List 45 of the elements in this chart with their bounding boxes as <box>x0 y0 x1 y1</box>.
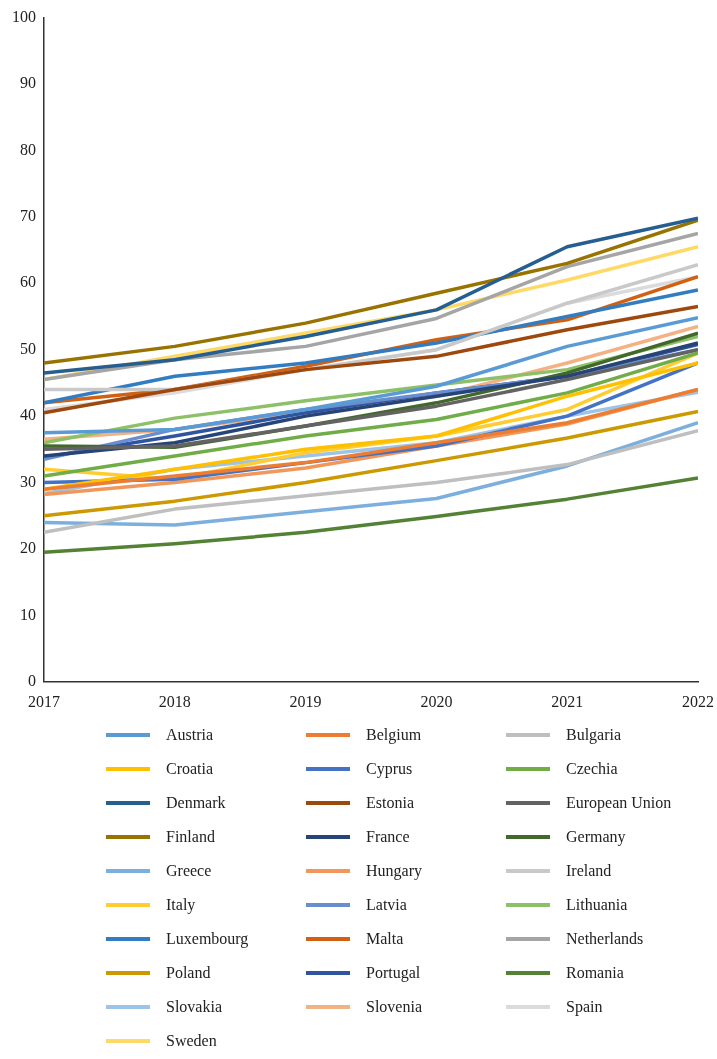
legend-label: Bulgaria <box>566 725 622 744</box>
legend-label: Latvia <box>366 895 407 914</box>
legend-label: Italy <box>166 895 196 914</box>
x-tick-label: 2017 <box>28 692 60 710</box>
legend-label: Greece <box>166 861 212 880</box>
legend-label: European Union <box>566 793 672 812</box>
y-tick-label: 50 <box>20 339 36 357</box>
legend-label: Belgium <box>366 725 422 744</box>
legend-label: Luxembourg <box>166 929 249 948</box>
legend-label: Denmark <box>166 793 226 812</box>
y-tick-label: 90 <box>20 74 36 92</box>
y-tick-label: 20 <box>20 539 36 557</box>
legend-label: France <box>366 827 410 846</box>
x-tick-label: 2020 <box>420 692 453 710</box>
x-tick-label: 2021 <box>551 692 584 710</box>
y-tick-label: 10 <box>20 605 36 623</box>
legend-label: Hungary <box>366 861 422 880</box>
legend-label: Germany <box>566 827 626 846</box>
legend-label: Czechia <box>566 759 618 778</box>
legend-label: Poland <box>166 963 211 982</box>
legend-label: Estonia <box>366 793 414 812</box>
legend-label: Lithuania <box>566 895 628 914</box>
y-tick-label: 80 <box>20 140 36 158</box>
legend-label: Spain <box>566 997 603 1016</box>
legend-label: Portugal <box>366 963 421 982</box>
x-tick-label: 2018 <box>158 692 191 710</box>
legend-label: Netherlands <box>566 929 644 948</box>
legend-label: Croatia <box>166 759 214 778</box>
legend-label: Ireland <box>566 861 612 880</box>
y-tick-label: 70 <box>20 207 36 225</box>
legend-label: Finland <box>166 827 215 846</box>
legend-label: Malta <box>366 929 404 948</box>
y-tick-label: 100 <box>12 7 36 25</box>
y-tick-label: 40 <box>20 406 36 424</box>
legend-label: Cyprus <box>366 759 413 778</box>
legend-label: Slovenia <box>366 997 422 1016</box>
y-tick-label: 60 <box>20 273 36 291</box>
legend-label: Romania <box>566 963 624 982</box>
y-tick-label: 30 <box>20 472 36 490</box>
y-tick-label: 0 <box>28 672 36 689</box>
legend-label: Sweden <box>166 1031 217 1050</box>
legend-label: Slovakia <box>166 997 222 1016</box>
x-tick-label: 2022 <box>682 692 714 710</box>
x-tick-label: 2019 <box>289 692 322 710</box>
legend-label: Austria <box>166 725 214 744</box>
